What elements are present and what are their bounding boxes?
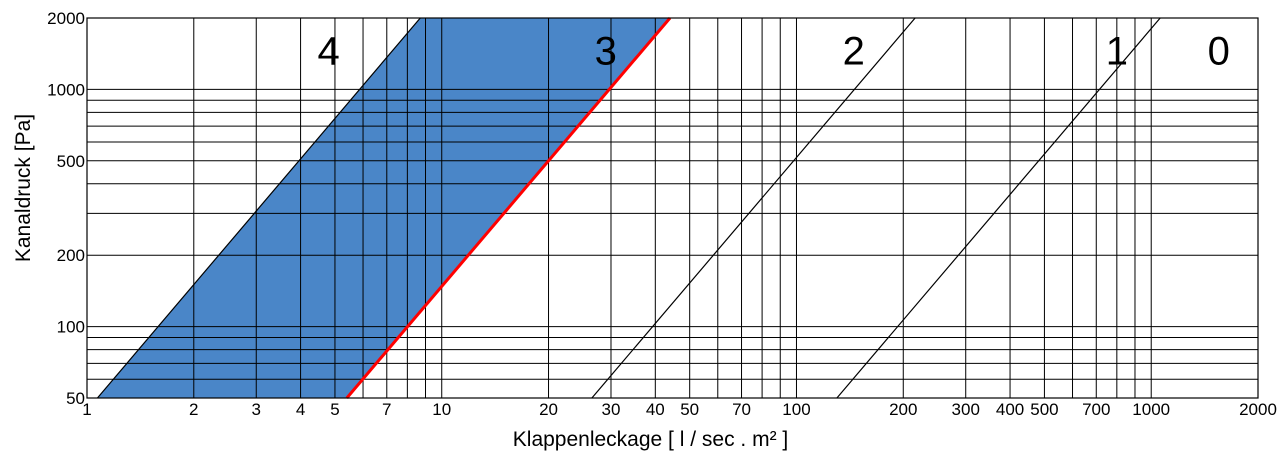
class-1-line [836, 17, 1161, 399]
x-tick-label: 20 [539, 400, 558, 419]
class-4-line [96, 17, 421, 399]
x-tick-label: 200 [889, 400, 917, 419]
class-lines [96, 17, 1161, 399]
x-tick-label: 10 [432, 400, 451, 419]
x-tick-label: 1 [82, 400, 91, 419]
class-2-line [591, 17, 916, 399]
x-tick-label: 400 [996, 400, 1024, 419]
class-label-2: 2 [843, 30, 865, 74]
class-labels: 4 3 2 1 0 [318, 30, 1230, 74]
x-tick-label: 100 [782, 400, 810, 419]
x-tick-labels: 1 2 3 4 5 7 10 20 30 40 50 70 100 200 300 400 500 700 1000… [82, 400, 1277, 419]
y-tick-label: 200 [57, 246, 85, 265]
plot-frame [86, 17, 1259, 399]
class-label-4: 4 [318, 30, 340, 74]
x-tick-label: 70 [732, 400, 751, 419]
y-axis-label: Kanaldruck [Pa] [12, 114, 35, 262]
y-tick-label: 1000 [47, 80, 85, 99]
x-tick-label: 30 [602, 400, 621, 419]
y-tick-label: 100 [57, 318, 85, 337]
x-tick-label: 3 [252, 400, 261, 419]
class-label-0: 0 [1208, 30, 1230, 74]
y-tick-label: 2000 [47, 9, 85, 28]
x-tick-label: 7 [382, 400, 391, 419]
y-tick-label: 50 [66, 389, 85, 408]
x-tick-label: 1000 [1132, 400, 1170, 419]
x-axis-label: Klappenleckage [ l / sec . m² ] [513, 428, 788, 451]
y-tick-labels: 50 100 200 500 1000 2000 [47, 9, 85, 408]
x-tick-label: 500 [1030, 400, 1058, 419]
x-tick-label: 2000 [1239, 400, 1277, 419]
class-label-1: 1 [1106, 30, 1128, 74]
class-3-line [345, 17, 672, 399]
x-tick-label: 300 [952, 400, 980, 419]
x-tick-label: 5 [330, 400, 339, 419]
x-tick-label: 40 [646, 400, 665, 419]
x-tick-label: 50 [680, 400, 699, 419]
y-tick-label: 500 [57, 152, 85, 171]
x-tick-label: 4 [296, 400, 305, 419]
class-3-4-shaded-area [97, 18, 670, 398]
x-tick-label: 700 [1082, 400, 1110, 419]
class-label-3: 3 [595, 30, 617, 74]
x-tick-label: 2 [189, 400, 198, 419]
shaded-region [97, 18, 670, 398]
